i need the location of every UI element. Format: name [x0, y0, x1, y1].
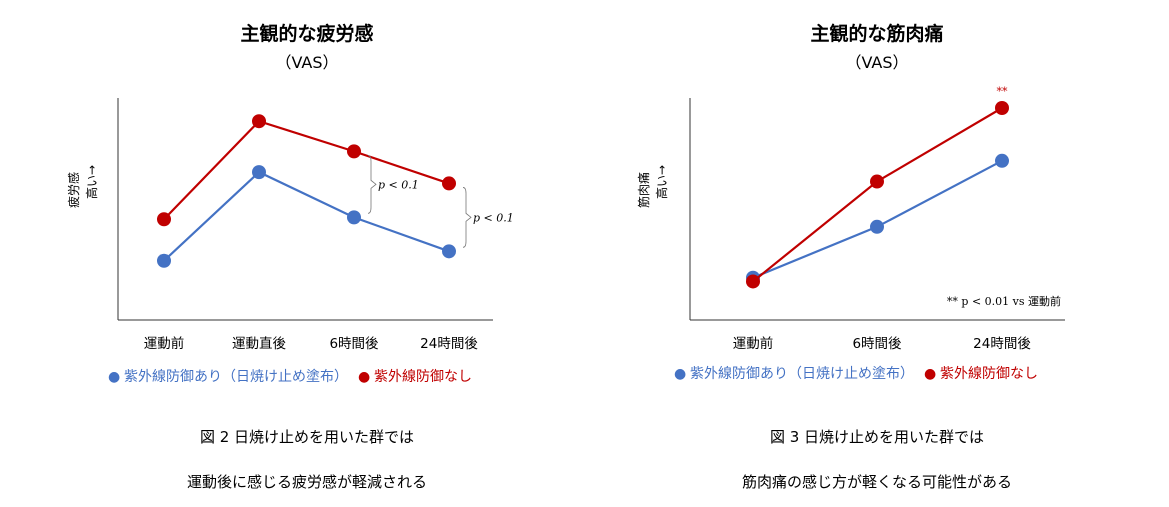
data-point	[252, 165, 266, 180]
legend-label: 紫外線防御あり（日焼け止め塗布）	[124, 368, 348, 385]
data-point	[347, 210, 361, 225]
chart-subtitle: （VAS）	[845, 53, 908, 72]
significance-bracket	[367, 154, 377, 214]
chart-1: 主観的な疲労感 （VAS） 疲労感 高い→ 運動前 運動直後 6時間後 24時間後 p < 0.…	[66, 22, 514, 491]
figure-caption-line-1: 図 3 日焼け止めを用いた群では	[770, 428, 984, 446]
x-tick-label: 24時間後	[420, 336, 478, 352]
data-point	[870, 219, 884, 234]
legend-label: 紫外線防御なし	[940, 366, 1038, 382]
chart-title: 主観的な疲労感	[240, 22, 373, 45]
x-tick-label: 6時間後	[852, 336, 902, 352]
x-tick-label: 6時間後	[329, 336, 379, 352]
x-tick-label: 24時間後	[973, 336, 1031, 352]
significance-footnote: ** p < 0.01 vs 運動前	[947, 294, 1061, 308]
x-tick-label: 運動前	[733, 335, 774, 352]
y-axis-arrow-label: 高い→	[84, 165, 99, 199]
legend-label: 紫外線防御あり（日焼け止め塗布）	[690, 365, 914, 382]
significance-label: p < 0.1	[473, 211, 514, 224]
data-point	[442, 176, 456, 191]
data-point	[157, 253, 171, 268]
chart-title: 主観的な筋肉痛	[810, 22, 943, 45]
series-line-2	[752, 107, 1003, 283]
significance-label: p < 0.1	[378, 178, 419, 191]
series-line-1	[163, 170, 450, 262]
legend-marker: ●	[674, 366, 686, 382]
data-point	[995, 153, 1009, 168]
data-point	[157, 212, 171, 227]
legend-marker: ●	[924, 366, 936, 382]
data-point	[746, 274, 760, 289]
y-axis-arrow-label: 高い→	[654, 165, 669, 199]
chart-subtitle: （VAS）	[275, 53, 338, 72]
data-point	[347, 144, 361, 159]
legend-marker: ●	[108, 369, 120, 385]
x-tick-label: 運動直後	[232, 336, 286, 352]
figure-caption-line-2: 運動後に感じる疲労感が軽減される	[187, 473, 427, 491]
legend-label: 紫外線防御なし	[374, 369, 472, 385]
significance-bracket	[462, 187, 472, 248]
significance-marker: **	[997, 85, 1009, 98]
data-point	[252, 114, 266, 129]
series-line-2	[163, 119, 450, 221]
data-point	[442, 244, 456, 259]
y-axis-label: 疲労感	[66, 172, 81, 208]
y-axis-label: 筋肉痛	[636, 172, 651, 208]
figure-caption-line-2: 筋肉痛の感じ方が軽くなる可能性がある	[742, 473, 1012, 491]
data-point	[870, 174, 884, 189]
x-tick-label: 運動前	[144, 335, 185, 352]
data-point	[995, 101, 1009, 115]
figure-caption-line-1: 図 2 日焼け止めを用いた群では	[200, 428, 414, 446]
chart-2: 主観的な筋肉痛 （VAS） 筋肉痛 高い→ 運動前 6時間後 24時間後 ** ** p < 0…	[636, 22, 1065, 491]
legend-marker: ●	[358, 369, 370, 385]
